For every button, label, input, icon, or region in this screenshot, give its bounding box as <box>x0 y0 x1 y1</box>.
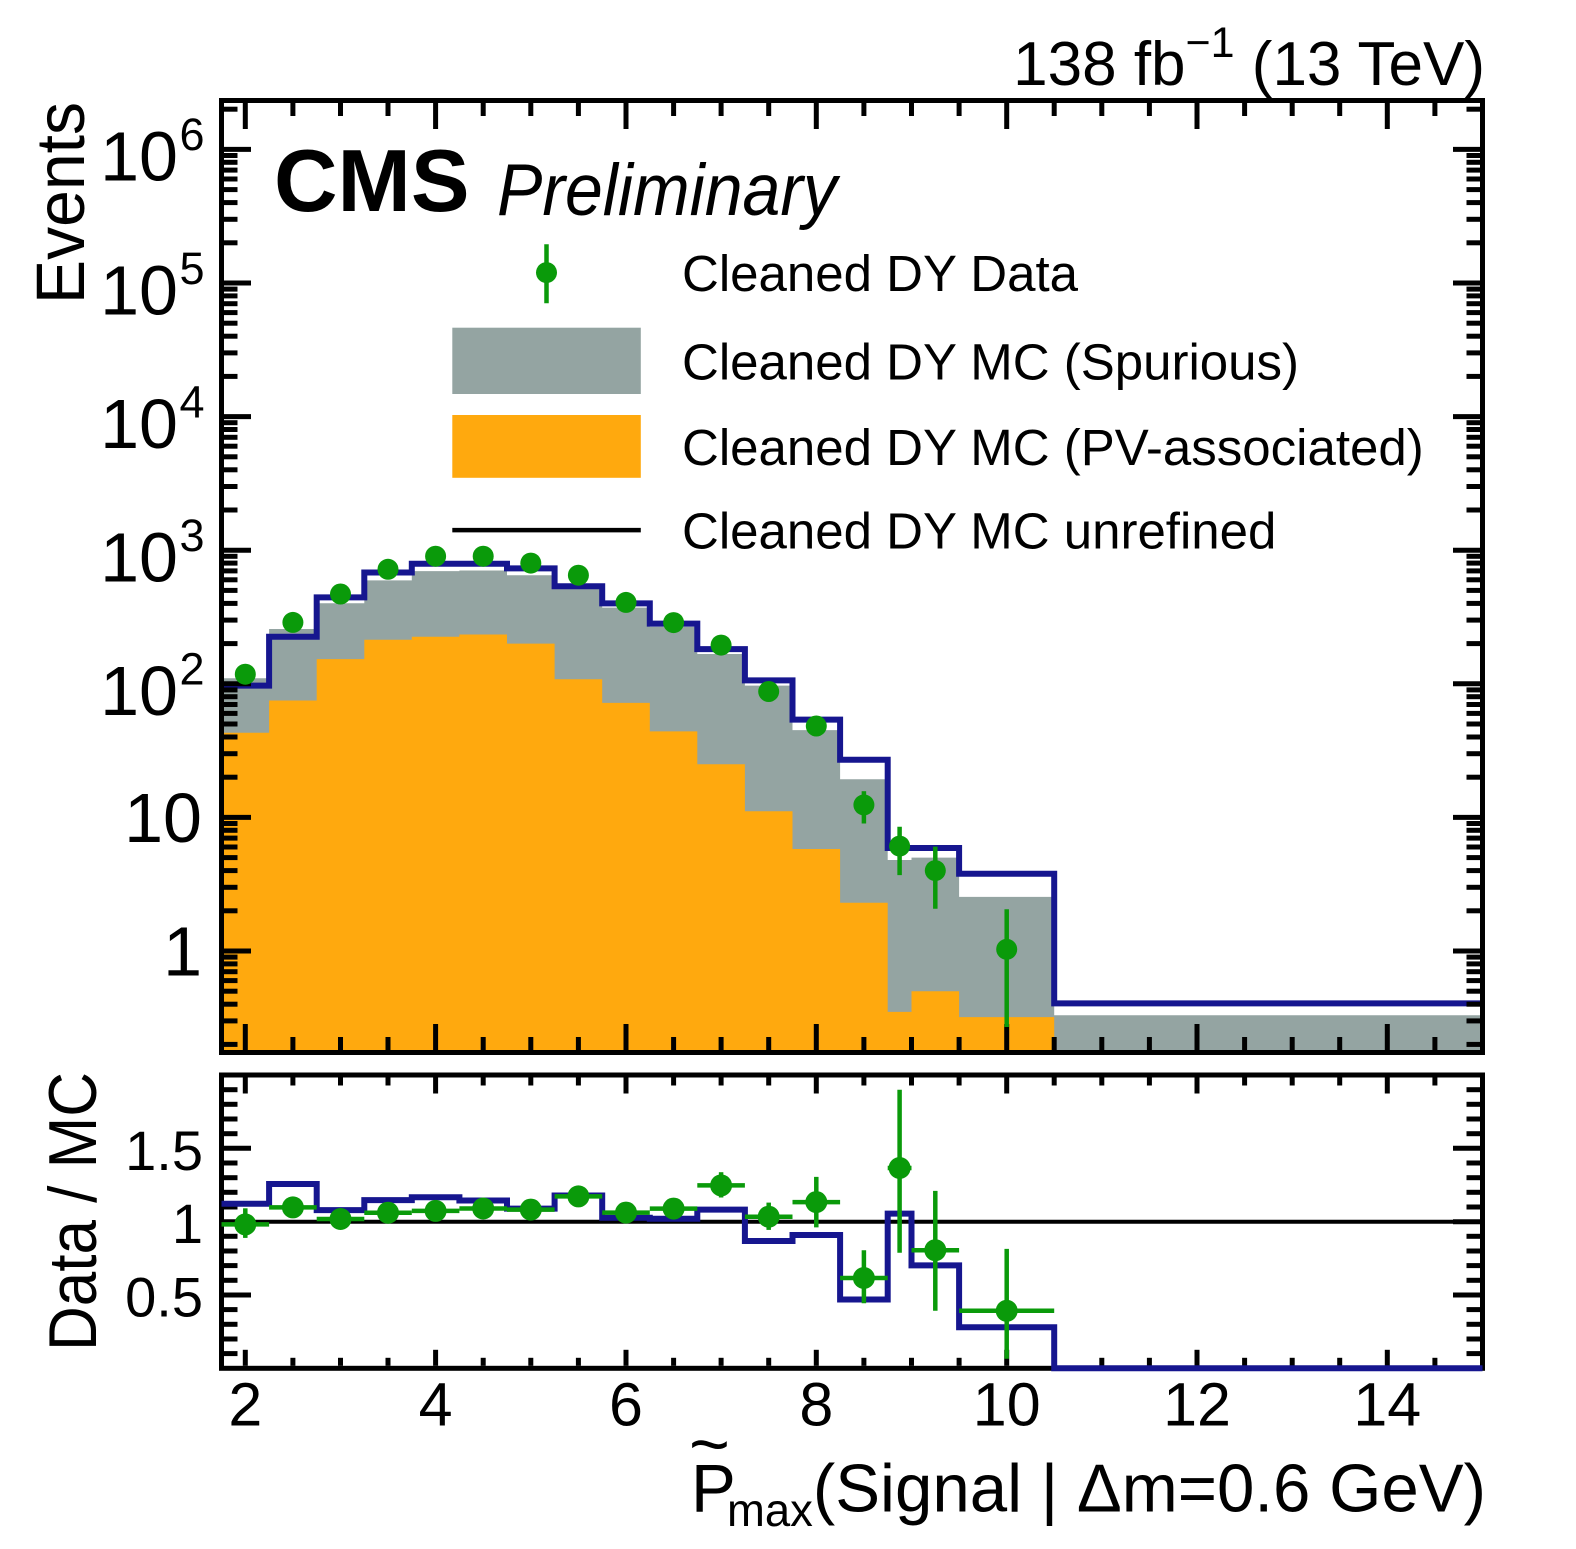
svg-text:14: 14 <box>1353 1371 1421 1439</box>
svg-text:5: 5 <box>180 243 205 294</box>
svg-text:0.5: 0.5 <box>125 1266 203 1329</box>
svg-text:4: 4 <box>180 376 205 427</box>
svg-text:3: 3 <box>180 510 205 561</box>
svg-text:Events: Events <box>22 102 99 304</box>
svg-text:10: 10 <box>100 652 178 730</box>
svg-text:2: 2 <box>228 1371 262 1439</box>
svg-text:12: 12 <box>1163 1371 1231 1439</box>
svg-text:Preliminary: Preliminary <box>497 150 841 231</box>
svg-text:1: 1 <box>172 1192 203 1255</box>
svg-text:1.5: 1.5 <box>125 1119 203 1182</box>
svg-text:10: 10 <box>100 385 178 463</box>
svg-text:10: 10 <box>100 519 178 597</box>
svg-text:CMS: CMS <box>274 131 470 230</box>
svg-text:8: 8 <box>799 1371 833 1439</box>
svg-text:6: 6 <box>609 1371 643 1439</box>
svg-text:Cleaned DY MC (Spurious): Cleaned DY MC (Spurious) <box>682 333 1299 390</box>
svg-text:4: 4 <box>419 1371 453 1439</box>
svg-text:~: ~ <box>689 1405 730 1483</box>
svg-text:10: 10 <box>124 779 202 857</box>
svg-text:Pmax(Signal | Δm=0.6 GeV): Pmax(Signal | Δm=0.6 GeV) <box>691 1451 1486 1537</box>
svg-text:10: 10 <box>100 118 178 196</box>
svg-text:Cleaned DY Data: Cleaned DY Data <box>682 245 1079 302</box>
svg-text:138 fb−1 (13 TeV): 138 fb−1 (13 TeV) <box>1013 19 1485 99</box>
svg-text:Cleaned DY MC (PV-associated): Cleaned DY MC (PV-associated) <box>682 419 1424 476</box>
svg-text:Cleaned DY MC unrefined: Cleaned DY MC unrefined <box>682 503 1276 560</box>
svg-text:6: 6 <box>180 109 205 160</box>
svg-text:2: 2 <box>180 644 205 695</box>
svg-text:10: 10 <box>973 1371 1041 1439</box>
svg-text:1: 1 <box>163 913 202 991</box>
svg-text:Data / MC: Data / MC <box>35 1072 111 1351</box>
svg-text:10: 10 <box>100 251 178 329</box>
